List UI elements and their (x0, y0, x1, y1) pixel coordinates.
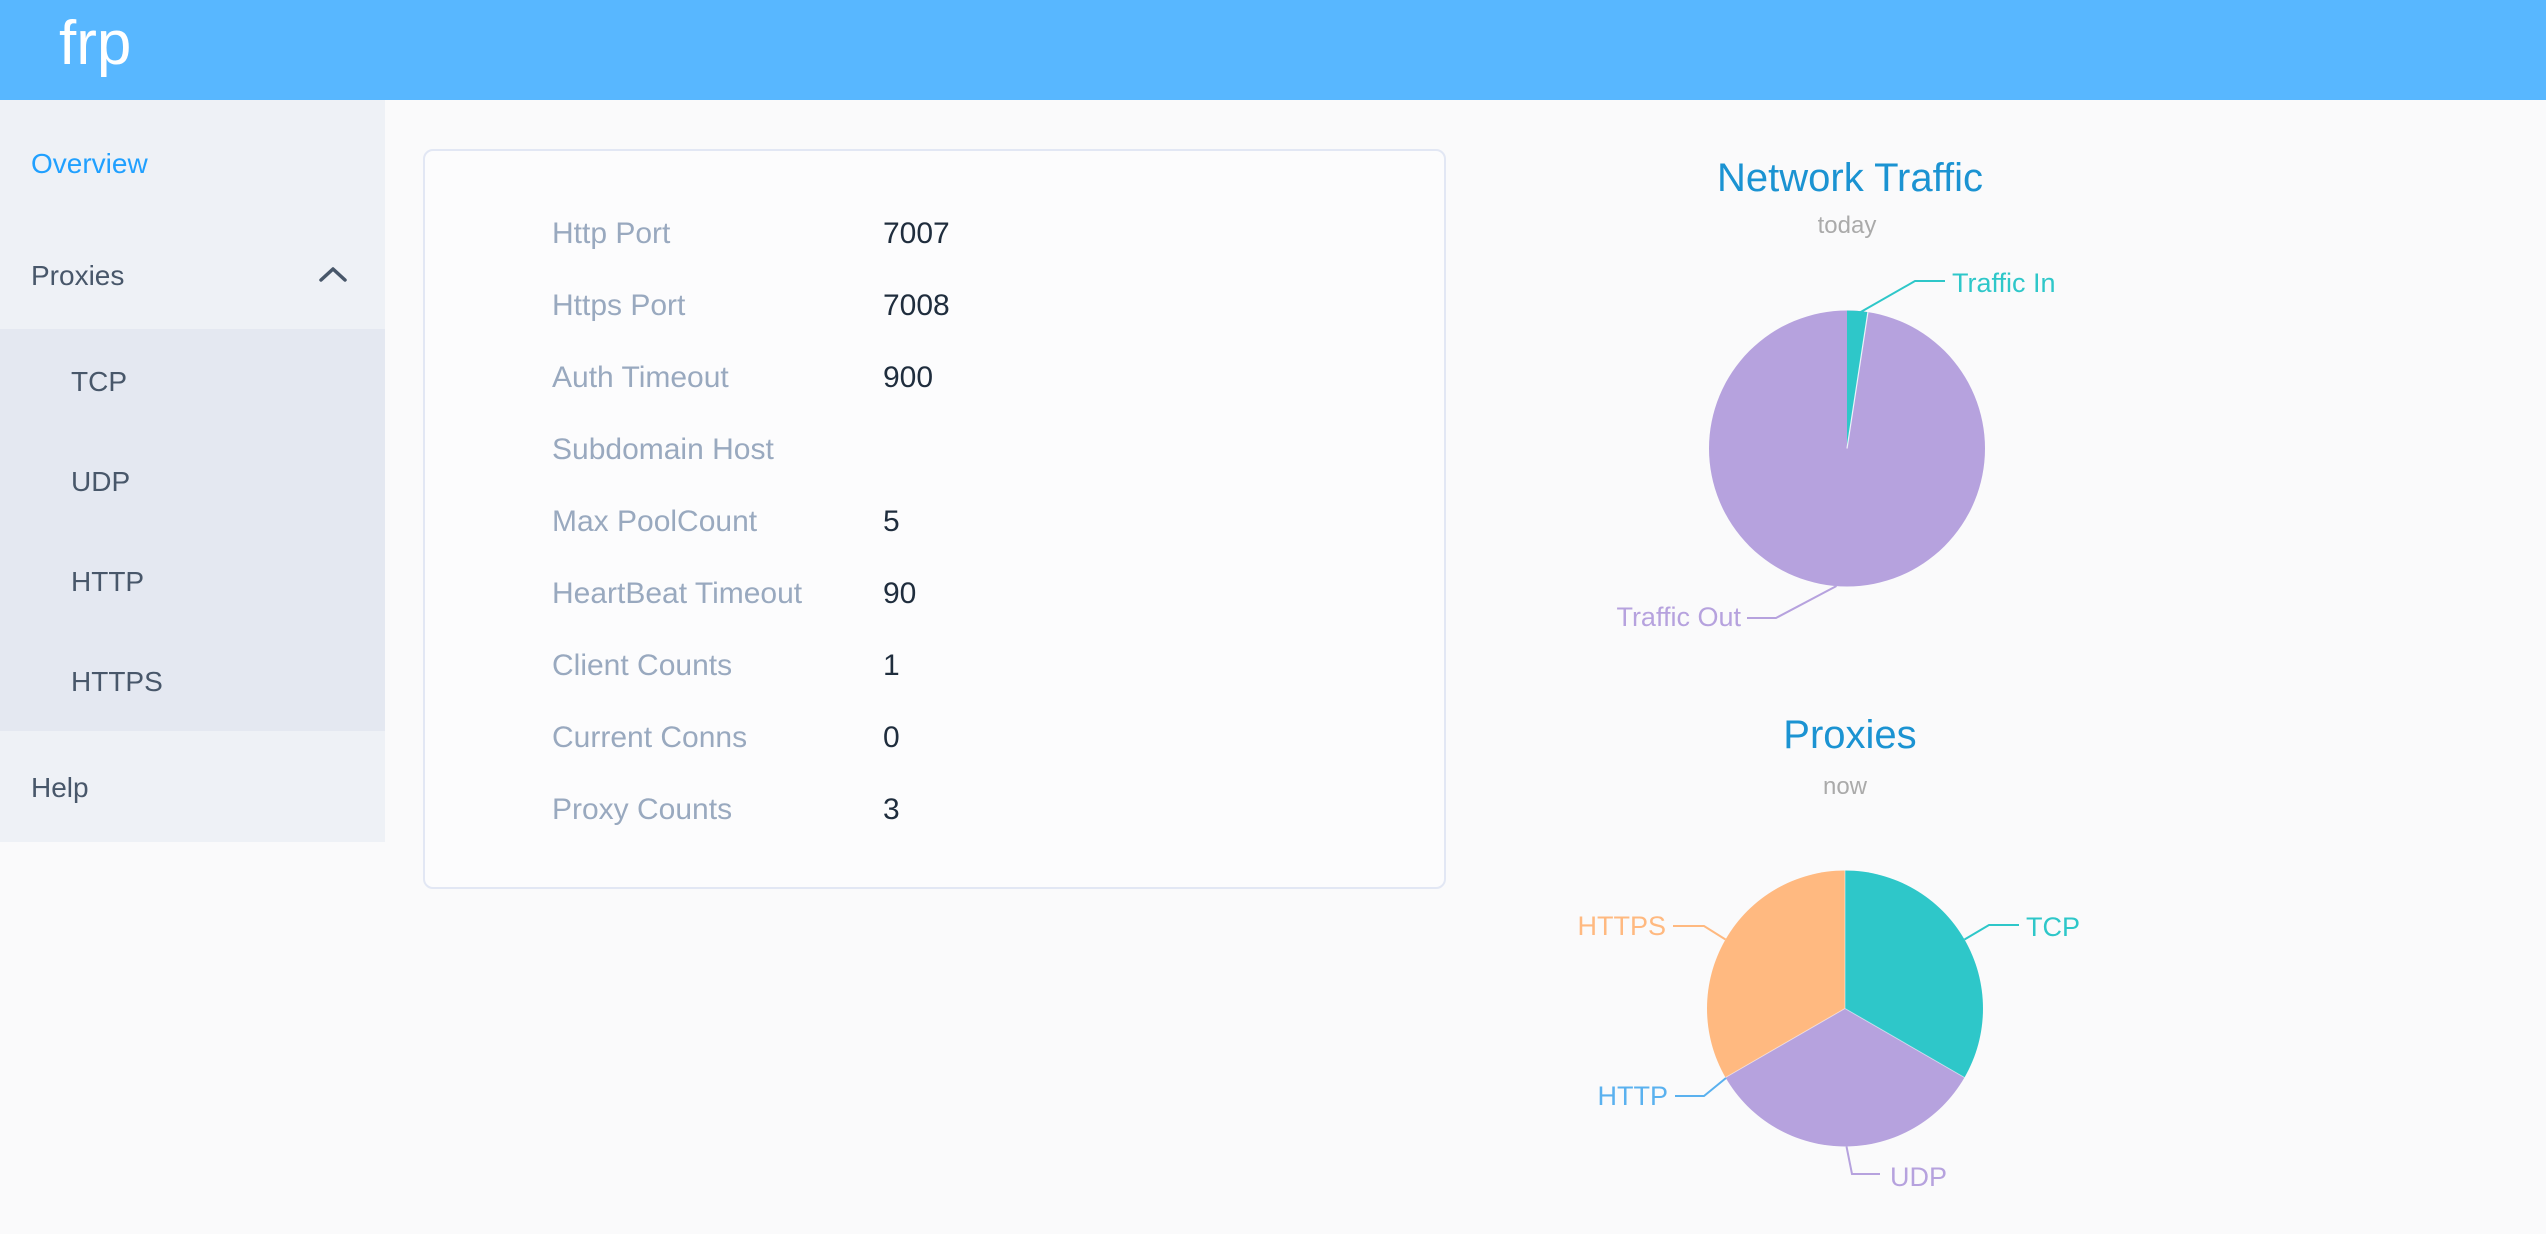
svg-text:Network Traffic: Network Traffic (1717, 156, 1983, 200)
svg-text:Traffic Out: Traffic Out (1616, 602, 1741, 632)
svg-text:today: today (1818, 212, 1877, 239)
svg-text:Traffic In: Traffic In (1952, 268, 2056, 298)
svg-text:Proxies: Proxies (1783, 713, 1916, 757)
svg-text:now: now (1823, 773, 1868, 800)
svg-text:HTTPS: HTTPS (1577, 911, 1666, 941)
svg-text:TCP: TCP (2026, 912, 2080, 942)
svg-text:HTTP: HTTP (1598, 1081, 1669, 1111)
svg-text:UDP: UDP (1890, 1162, 1947, 1192)
